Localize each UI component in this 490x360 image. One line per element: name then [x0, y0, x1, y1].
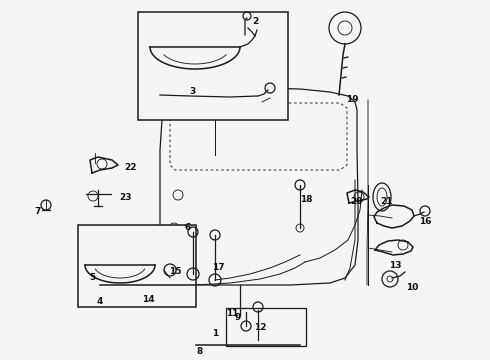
Text: 18: 18	[300, 195, 312, 204]
Text: 17: 17	[212, 264, 224, 273]
Text: 10: 10	[406, 284, 418, 292]
Text: 9: 9	[235, 314, 241, 323]
Text: 6: 6	[185, 224, 191, 233]
Text: 13: 13	[389, 261, 401, 270]
Text: 5: 5	[89, 274, 95, 283]
Bar	[138, 12, 288, 120]
Text: 3: 3	[189, 87, 195, 96]
Bar	[226, 308, 306, 346]
Text: 4: 4	[97, 297, 103, 306]
Text: 11: 11	[226, 310, 238, 319]
Text: 21: 21	[380, 198, 392, 207]
Text: 2: 2	[252, 18, 258, 27]
Text: 7: 7	[35, 207, 41, 216]
Text: 12: 12	[254, 324, 266, 333]
Text: 15: 15	[169, 267, 181, 276]
Text: 16: 16	[419, 217, 431, 226]
Text: 23: 23	[119, 194, 131, 202]
Text: 20: 20	[350, 198, 362, 207]
Bar	[78, 225, 196, 307]
Text: 19: 19	[345, 95, 358, 104]
Text: 1: 1	[212, 329, 218, 338]
Text: 8: 8	[197, 347, 203, 356]
Text: 22: 22	[124, 163, 136, 172]
Text: 14: 14	[142, 296, 154, 305]
